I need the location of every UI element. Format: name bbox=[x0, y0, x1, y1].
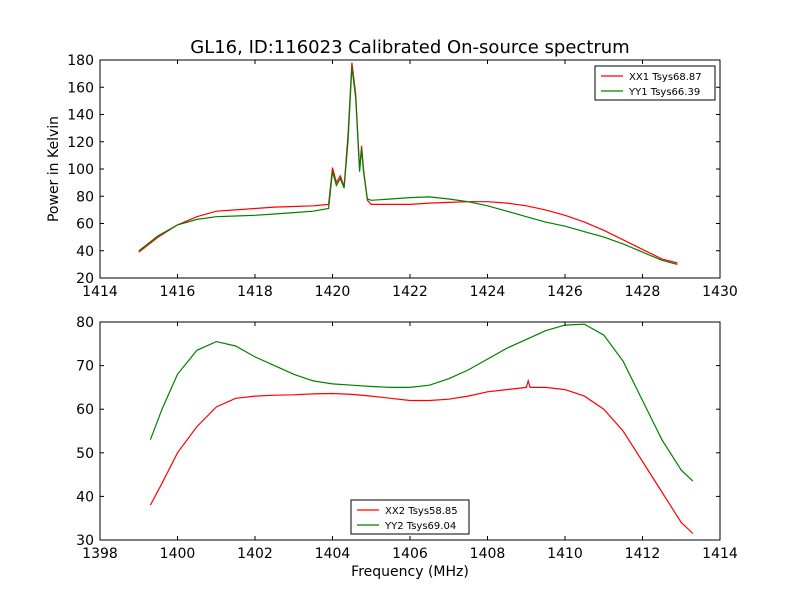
series-line-1 bbox=[138, 62, 678, 264]
x-tick-label: 1414 bbox=[702, 546, 738, 562]
legend-box bbox=[350, 499, 470, 535]
y-tick-label: 40 bbox=[76, 489, 94, 505]
y-axis-label: Power in Kelvin bbox=[46, 116, 62, 222]
legend: XX1 Tsys68.87 YY1 Tsys66.39 bbox=[594, 65, 716, 101]
legend-label: XX1 Tsys68.87 bbox=[629, 72, 702, 83]
y-tick-label: 140 bbox=[67, 108, 94, 124]
y-tick-label: 100 bbox=[67, 162, 94, 178]
y-tick-label: 30 bbox=[76, 533, 94, 549]
y-tick-label: 50 bbox=[76, 446, 94, 462]
legend-box bbox=[594, 65, 716, 101]
x-tick-label: 1414 bbox=[82, 284, 118, 300]
x-tick-label: 1400 bbox=[160, 546, 196, 562]
y-tick-label: 80 bbox=[76, 315, 94, 331]
x-tick-label: 1424 bbox=[470, 284, 506, 300]
x-tick-label: 1428 bbox=[625, 284, 661, 300]
x-axis-label: Frequency (MHz) bbox=[351, 564, 469, 580]
x-tick-label: 1408 bbox=[470, 546, 506, 562]
series-line-1 bbox=[149, 378, 694, 534]
bottom-panel: 1398 1400 1402 1404 1406 1408 1410 1412 1414 30 40… bbox=[76, 315, 738, 562]
y-tick-label: 60 bbox=[76, 217, 94, 233]
x-tick-label: 1404 bbox=[315, 546, 351, 562]
series-line-2 bbox=[138, 66, 678, 265]
x-tick-label: 1410 bbox=[547, 546, 583, 562]
x-tick-label: 1402 bbox=[237, 546, 273, 562]
y-tick-label: 120 bbox=[67, 135, 94, 151]
top-panel: 1414 1416 1418 1420 1422 1424 1426 1428 1430 20 40… bbox=[67, 53, 738, 300]
x-tick-label: 1412 bbox=[625, 546, 661, 562]
x-tick-label: 1420 bbox=[315, 284, 351, 300]
x-tick-label: 1406 bbox=[392, 546, 428, 562]
legend-label: XX2 Tsys58.85 bbox=[385, 506, 458, 517]
y-tick-label: 160 bbox=[67, 80, 94, 96]
y-tick-label: 60 bbox=[76, 402, 94, 418]
y-tick-label: 20 bbox=[76, 271, 94, 287]
y-tick-label: 80 bbox=[76, 189, 94, 205]
x-tick-label: 1426 bbox=[547, 284, 583, 300]
figure-title: GL16, ID:116023 Calibrated On-source spe… bbox=[190, 37, 629, 58]
x-tick-label: 1418 bbox=[237, 284, 273, 300]
y-tick-label: 70 bbox=[76, 359, 94, 375]
x-tick-label: 1422 bbox=[392, 284, 428, 300]
y-tick-label: 180 bbox=[67, 53, 94, 69]
series-line-2 bbox=[149, 323, 694, 482]
legend-label: YY2 Tsys69.04 bbox=[384, 521, 456, 532]
legend-label: YY1 Tsys66.39 bbox=[628, 87, 700, 98]
x-tick-label: 1398 bbox=[82, 546, 118, 562]
x-tick-label: 1430 bbox=[702, 284, 738, 300]
y-tick-label: 40 bbox=[76, 244, 94, 260]
x-tick-label: 1416 bbox=[160, 284, 196, 300]
legend: XX2 Tsys58.85 YY2 Tsys69.04 bbox=[350, 499, 470, 535]
